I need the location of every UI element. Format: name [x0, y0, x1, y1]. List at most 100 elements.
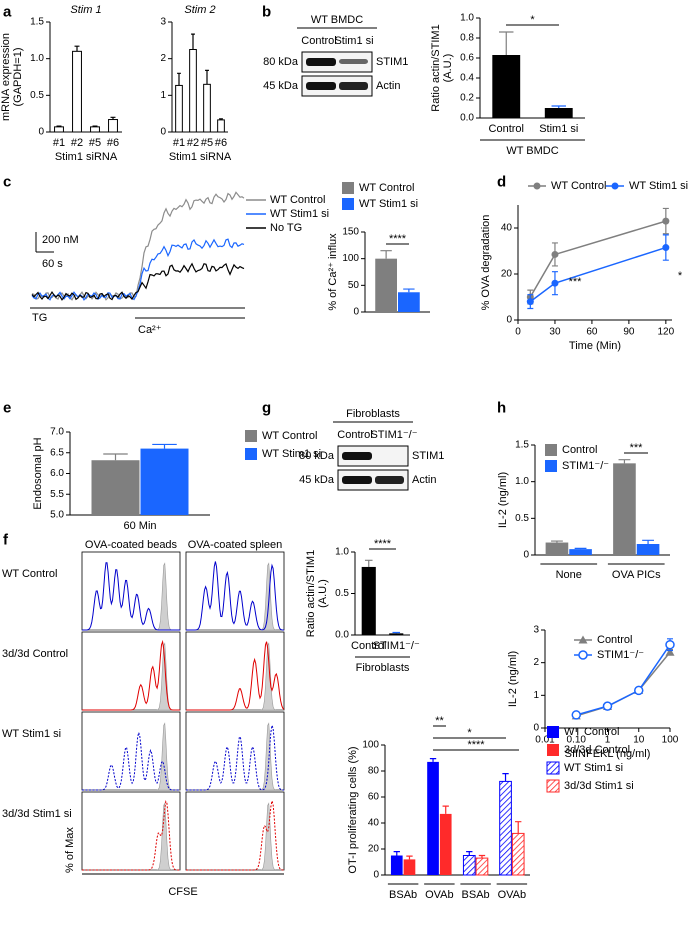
band	[339, 82, 368, 90]
band	[342, 476, 372, 484]
marker-label: 45 kDa	[263, 80, 299, 92]
panel-letter: e	[3, 400, 11, 417]
blot-frame	[301, 51, 373, 73]
x-tick-label: #5	[89, 137, 101, 149]
error-bar	[551, 105, 566, 108]
x-tick-label: BSAb	[389, 889, 417, 901]
lane-label: Control	[337, 429, 372, 441]
x-tick-label: None	[556, 569, 582, 581]
band	[339, 59, 368, 64]
bar	[90, 126, 100, 133]
legend-label: WT Control	[564, 726, 619, 738]
scale-label: 200 nM	[42, 234, 79, 246]
y-tick-label: 0.6	[460, 53, 474, 64]
y-tick-label: 0	[353, 307, 359, 318]
marker	[611, 182, 619, 190]
y-tick-label: 6.5	[50, 447, 64, 458]
sample-histogram	[82, 800, 180, 871]
error-bar	[74, 45, 80, 52]
y-tick-label: 0.8	[460, 33, 474, 44]
significance-label: ***	[569, 276, 583, 288]
y-axis-label: % of Ca²⁺ influx	[327, 233, 339, 311]
x-tick-label: 60	[586, 327, 598, 338]
chart-title: Stim 1	[70, 4, 101, 16]
x-tick-label: #2	[187, 137, 199, 149]
marker	[602, 701, 613, 711]
reference-histogram	[82, 562, 180, 631]
legend-label: STIM1⁻/⁻	[597, 649, 644, 661]
x-tick-label: 60 Min	[123, 520, 156, 532]
bar	[189, 49, 197, 133]
y-axis-label: mRNA expression	[0, 33, 12, 121]
legend-swatch	[547, 726, 559, 738]
error-bar	[618, 459, 631, 464]
significance-label: ****	[374, 538, 392, 550]
panel-letter: d	[497, 174, 506, 191]
y-tick-label: 5.0	[50, 510, 64, 521]
error-bar	[502, 773, 509, 782]
error-bar	[515, 821, 522, 834]
y-tick-label: 0.5	[30, 90, 44, 101]
x-tick-label: #5	[201, 137, 213, 149]
band	[306, 58, 336, 66]
scale-label: 60 s	[42, 258, 63, 270]
blot-title: WT BMDC	[311, 14, 363, 26]
marker-label: 80 kDa	[299, 450, 335, 462]
marker	[665, 639, 675, 650]
y-tick-label: 0.5	[515, 513, 529, 524]
significance-label: ****	[389, 233, 407, 245]
bar	[545, 542, 569, 555]
y-tick-label: 1.0	[460, 13, 474, 24]
bar	[390, 855, 403, 875]
legend-label: Control	[562, 444, 597, 456]
lane-label: Stim1 si	[334, 35, 373, 47]
legend-label: 3d/3d Control	[564, 744, 630, 756]
y-tick-label: 3	[533, 625, 539, 636]
bar	[91, 460, 140, 515]
y-tick-label: 1.0	[30, 53, 44, 64]
x-tick-label: 0.01	[535, 735, 555, 746]
x-tick-label: #2	[71, 137, 83, 149]
y-axis-label: % OVA degradation	[480, 215, 492, 311]
panel-letter: g	[262, 400, 271, 417]
series-line	[576, 651, 671, 717]
x-axis-label: SIINFEKL (ng/ml)	[565, 748, 651, 760]
y-tick-label: 2	[160, 53, 166, 64]
bar	[544, 108, 573, 118]
sample-histogram	[82, 730, 180, 791]
x-tick-label: 30	[549, 327, 561, 338]
error-bar	[56, 125, 62, 127]
panel-letter: h	[497, 400, 506, 417]
x-tick-label: Stim1 si	[539, 123, 578, 135]
error-bar	[177, 72, 181, 86]
y-tick-label: 0	[160, 127, 166, 138]
y-axis-label: (A.U.)	[317, 579, 329, 608]
legend-swatch	[342, 198, 354, 210]
bar	[389, 633, 404, 635]
y-tick-label: 1.0	[335, 547, 349, 558]
y-tick-label: 0	[373, 870, 379, 881]
y-tick-label: 7.0	[50, 427, 64, 438]
y-tick-label: 0.2	[460, 93, 474, 104]
panel-letter: f	[3, 532, 9, 549]
row-label: 3d/3d Control	[2, 648, 68, 660]
error-bar	[478, 854, 486, 859]
legend-swatch	[546, 779, 560, 793]
bar	[439, 813, 452, 875]
y-tick-label: 20	[368, 844, 380, 855]
column-header: OVA-coated spleen	[188, 539, 283, 551]
x-tick-label: 100	[662, 735, 679, 746]
y-tick-label: 60	[368, 792, 380, 803]
bar	[217, 119, 225, 133]
lane-label: STIM1⁻/⁻	[370, 429, 417, 441]
significance-label: *	[530, 14, 535, 26]
series-line	[529, 246, 667, 303]
sample-histogram	[186, 800, 284, 871]
x-tick-label: #1	[53, 137, 65, 149]
series-line	[576, 644, 671, 716]
bar	[499, 780, 512, 876]
y-tick-label: 2	[533, 657, 539, 668]
marker	[665, 647, 675, 656]
bar	[462, 855, 476, 876]
